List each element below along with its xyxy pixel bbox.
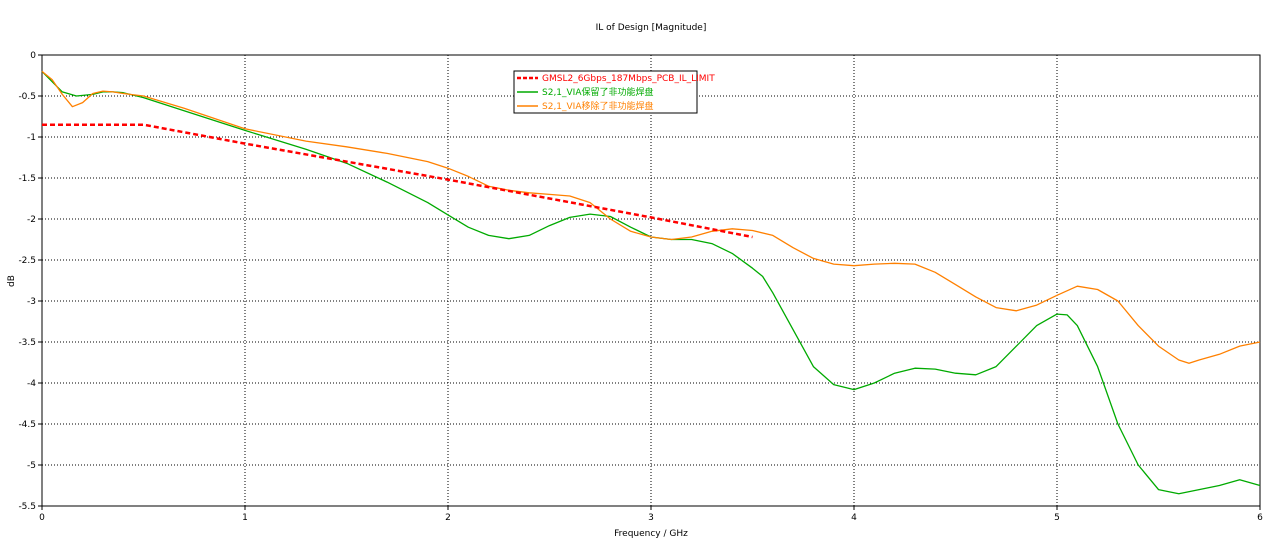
x-axis-label: Frequency / GHz: [614, 529, 688, 539]
x-tick-label: 4: [851, 513, 857, 523]
plot-area-border: [41, 54, 1261, 507]
x-tick-label: 2: [445, 513, 451, 523]
x-tick-label: 5: [1054, 513, 1060, 523]
legend-label-via-kept: S2,1_VIA保留了非功能焊盘: [542, 86, 654, 98]
y-tick-label: -0.5: [18, 92, 36, 102]
x-tick-label: 1: [242, 513, 248, 523]
y-axis-label: dB: [7, 275, 17, 287]
y-tick-label: -5: [27, 461, 36, 471]
series-line-via-removed: [41, 70, 1261, 364]
x-tick-label: 3: [648, 513, 654, 523]
y-tick-label: -5.5: [18, 502, 36, 512]
series-line-il-limit: [42, 123, 753, 239]
y-tick-label: -1.5: [18, 174, 36, 184]
y-tick-label: 0: [30, 51, 36, 61]
y-tick-label: -1: [27, 133, 36, 143]
y-tick-label: -4.5: [18, 420, 36, 430]
chart-title: IL of Design [Magnitude]: [596, 23, 707, 33]
x-axis-ticks: 0 1 2 3 4 5 6: [39, 506, 1263, 523]
y-tick-label: -3: [27, 297, 36, 307]
legend: GMSL2_6Gbps_187Mbps_PCB_IL_LIMIT S2,1_VI…: [513, 70, 715, 114]
grid: [42, 55, 1260, 506]
y-tick-label: -4: [27, 379, 36, 389]
series-layer: [41, 70, 1261, 495]
y-axis-ticks: 0 -0.5 -1 -1.5 -2 -2.5 -3 -3.5 -4 -4.5 -5 -5.5: [18, 51, 42, 512]
legend-label-via-removed: S2,1_VIA移除了非功能焊盘: [542, 100, 654, 112]
legend-label-limit: GMSL2_6Gbps_187Mbps_PCB_IL_LIMIT: [542, 74, 715, 84]
series-line-via-kept: [41, 70, 1261, 495]
y-tick-label: -2.5: [18, 256, 36, 266]
x-tick-label: 6: [1257, 513, 1263, 523]
y-tick-label: -2: [27, 215, 36, 225]
legend-box: [513, 70, 698, 114]
x-tick-label: 0: [39, 513, 45, 523]
y-tick-label: -3.5: [18, 338, 36, 348]
